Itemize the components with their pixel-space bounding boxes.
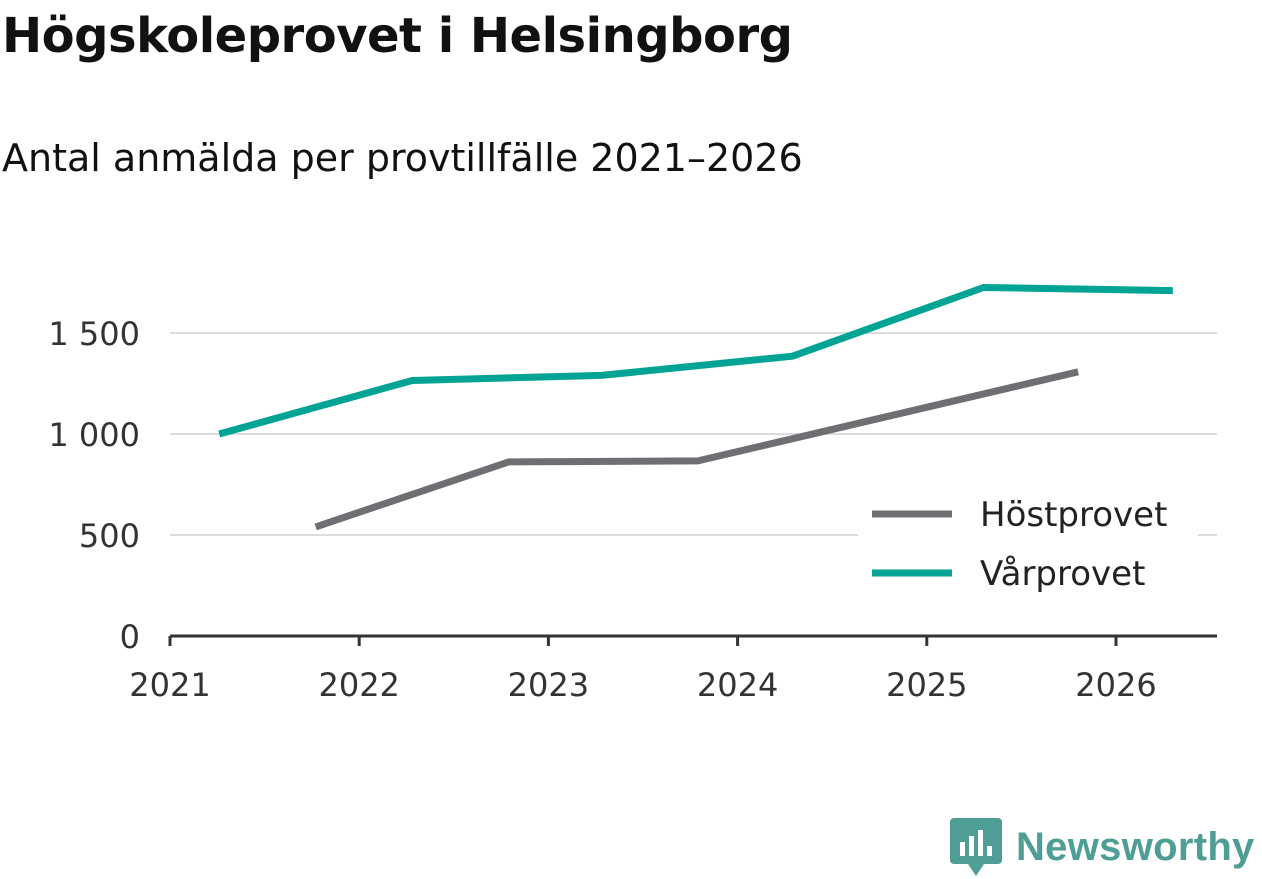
series-lines [218,284,1173,531]
y-tick-label: 0 [120,618,140,656]
y-tick-label: 500 [79,517,140,555]
brand-name: Newsworthy [1016,824,1255,869]
x-tick-label: 2021 [129,666,210,704]
newsworthy-logo-icon [950,818,1002,876]
legend-background [858,488,1198,608]
series-line-h-stprovet [314,368,1079,531]
legend-label: Höstprovet [980,495,1167,535]
x-tick-label: 2023 [508,666,589,704]
y-tick-label: 1 000 [48,416,140,454]
x-tick-label: 2025 [886,666,967,704]
legend-label: Vårprovet [980,554,1145,594]
legend: Höstprovet Vårprovet [858,488,1198,608]
y-tick-label: 1 500 [48,315,140,353]
chart-title: Högskoleprovet i Helsingborg [2,8,793,64]
x-axis: 2021 2022 2023 2024 2025 2026 [129,634,1217,704]
chart-subtitle: Antal anmälda per provtillfälle 2021–202… [2,136,803,180]
y-axis-ticks: 0 500 1 000 1 500 [48,315,140,656]
newsworthy-brand: Newsworthy [950,818,1255,876]
x-tick-label: 2022 [318,666,399,704]
x-tick-label: 2026 [1075,666,1156,704]
x-tick-label: 2024 [697,666,778,704]
series-line-v-rprovet [218,284,1173,438]
